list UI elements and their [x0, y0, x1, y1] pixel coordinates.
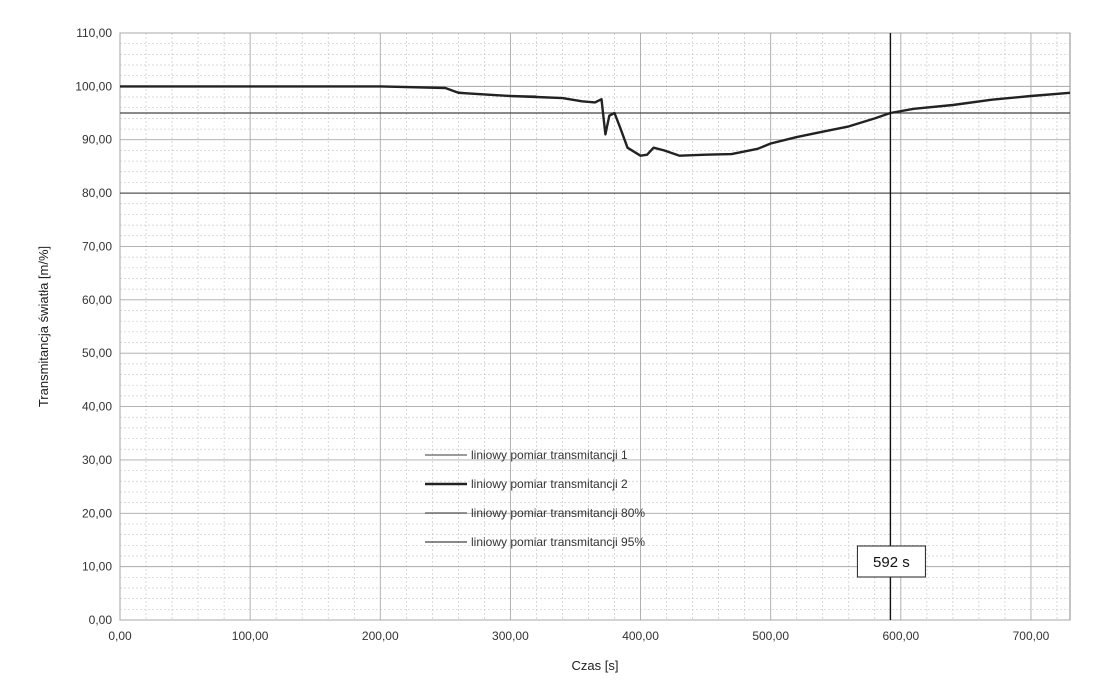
x-tick-label: 600,00: [882, 629, 919, 643]
legend-label: liniowy pomiar transmitancji 1: [471, 448, 628, 462]
legend-label: liniowy pomiar transmitancji 80%: [471, 506, 645, 520]
annotation-label: 592 s: [873, 554, 910, 571]
y-tick-label: 10,00: [82, 560, 112, 574]
x-tick-label: 200,00: [362, 629, 399, 643]
plot-area: [119, 32, 1071, 621]
y-tick-label: 70,00: [82, 239, 112, 253]
x-tick-label: 700,00: [1013, 629, 1050, 643]
x-tick-label: 400,00: [622, 629, 659, 643]
axis-layer: 0,00 100,00 200,00 300,00 400,00 500,00 600,00…: [75, 26, 1049, 643]
y-tick-label: 40,00: [82, 400, 112, 414]
legend: liniowy pomiar transmitancji 1 liniowy po…: [425, 448, 645, 549]
x-tick-label: 0,00: [108, 629, 132, 643]
grid-layer: [119, 32, 1071, 621]
x-tick-label: 100,00: [232, 629, 269, 643]
y-tick-label: 100,00: [75, 79, 112, 93]
legend-label: liniowy pomiar transmitancji 95%: [471, 535, 645, 549]
legend-label: liniowy pomiar transmitancji 2: [471, 477, 628, 491]
y-tick-label: 30,00: [82, 453, 112, 467]
y-axis-title: Transmitancja światła [m/%]: [36, 246, 51, 407]
y-tick-label: 20,00: [82, 506, 112, 520]
y-tick-label: 110,00: [76, 26, 112, 40]
y-tick-label: 60,00: [82, 293, 112, 307]
y-tick-label: 0,00: [89, 613, 113, 627]
x-tick-label: 500,00: [752, 629, 789, 643]
series-line-2: [120, 85, 1071, 157]
series-layer: [120, 85, 1071, 194]
y-tick-label: 90,00: [82, 133, 112, 147]
annotation-layer: 592 s: [856, 33, 926, 620]
annotation-box: [856, 545, 926, 578]
y-tick-label: 80,00: [82, 186, 112, 200]
x-axis-title: Czas [s]: [572, 658, 619, 673]
y-tick-label: 50,00: [82, 346, 112, 360]
x-tick-label: 300,00: [492, 629, 529, 643]
